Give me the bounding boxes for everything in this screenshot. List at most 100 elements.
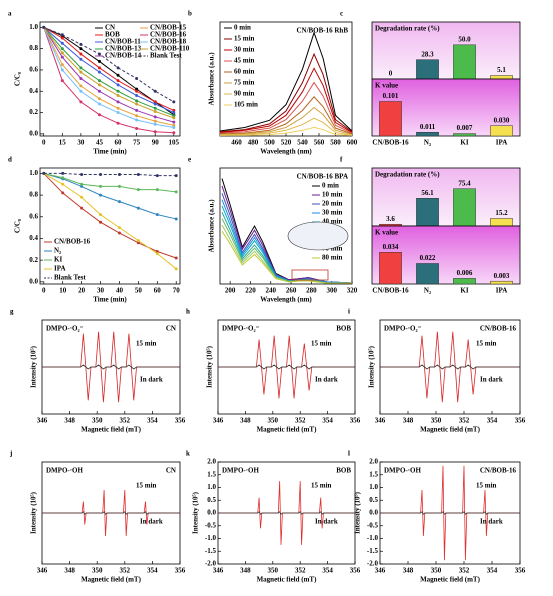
y-tick-label: -2.0: [367, 560, 379, 568]
bar: [416, 131, 439, 137]
plot-frame: [39, 21, 181, 137]
x-tick-label: 30: [77, 139, 85, 147]
x-tick-label: 352: [120, 417, 131, 425]
point: [172, 114, 176, 118]
point: [116, 106, 120, 110]
y-tick-label: 0.5: [369, 496, 378, 504]
point: [172, 108, 176, 112]
x-axis-label: Magnetic field (mT): [257, 576, 318, 584]
point: [136, 206, 140, 210]
legend-label: Blank Test: [54, 274, 86, 282]
x-tick-label: 70: [173, 287, 181, 295]
point: [60, 79, 64, 83]
legend-label: CN/BOB-110: [150, 45, 190, 53]
value-label: 50.0: [458, 35, 471, 43]
point: [42, 171, 46, 175]
panel-subtitle: CN/BOB-16: [480, 325, 517, 333]
y-tick-label: 0.6: [29, 212, 38, 220]
x-tick-label: 348: [403, 567, 414, 575]
x-tick-label: 350: [268, 417, 279, 425]
x-tick-label: N₂: [424, 139, 431, 147]
point: [155, 249, 159, 253]
y-tick-label: -1.5: [367, 547, 379, 555]
panel-title: DMPO-·O₂⁻: [384, 325, 422, 333]
value-label: 0.007: [457, 124, 473, 132]
point: [117, 231, 121, 235]
x-axis-label: Wavelength (nm): [260, 148, 312, 156]
y-axis-label: Intensity (10⁵): [354, 491, 362, 534]
bar: [490, 280, 513, 285]
y-tick-label: 0.0: [29, 277, 38, 285]
series-line: [219, 81, 353, 134]
point: [97, 79, 101, 83]
x-axis-label: Magnetic field (mT): [257, 426, 318, 434]
subpanel-background: [371, 21, 521, 80]
x-tick-label: 580: [330, 139, 341, 147]
series-line: [219, 117, 353, 136]
point: [117, 200, 121, 204]
legend-label: 0 min: [322, 182, 339, 190]
point: [99, 213, 103, 217]
point: [60, 68, 64, 72]
point: [99, 193, 103, 197]
legend-label: N₂: [54, 247, 61, 255]
panel-letter: e: [188, 156, 191, 164]
series-line: [43, 172, 177, 220]
point: [155, 213, 159, 217]
point: [153, 109, 157, 113]
series-line: [43, 172, 177, 270]
x-tick-label: 520: [281, 139, 292, 147]
point: [135, 94, 139, 98]
x-tick-label: 346: [37, 567, 48, 575]
x-tick-label: 280: [306, 287, 317, 295]
y-tick-label: 1.0: [207, 483, 216, 491]
y-axis-label: C/C₀: [14, 219, 22, 233]
point: [136, 188, 140, 192]
point: [172, 131, 176, 135]
x-tick-label: 346: [213, 567, 224, 575]
inset-outline: [287, 221, 349, 251]
point: [116, 79, 120, 83]
legend-label: 20 min: [322, 200, 343, 208]
y-tick-label: 0.5: [207, 496, 216, 504]
point: [172, 123, 176, 127]
x-axis-label: Wavelength (nm): [260, 296, 312, 304]
x-tick-label: 260: [286, 287, 297, 295]
x-tick-label: 480: [248, 139, 259, 147]
panel-letter: f: [340, 156, 343, 164]
series-line: [43, 27, 174, 128]
legend-label: 0 min: [234, 24, 251, 32]
series-line: [219, 52, 353, 133]
x-tick-label: 356: [515, 417, 526, 425]
panel-title: DMPO-·O₂⁻: [46, 325, 84, 333]
y-tick-label: 2.0: [207, 458, 216, 466]
legend-label: In dark: [480, 376, 503, 384]
x-tick-label: 356: [350, 567, 361, 575]
point: [153, 102, 157, 106]
point: [80, 195, 84, 199]
series-line: [43, 26, 175, 111]
point: [60, 63, 64, 67]
x-tick-label: 560: [314, 139, 325, 147]
y-tick-label: 0.2: [29, 108, 38, 116]
y-tick-label: 0.0: [29, 129, 38, 137]
series-line: [43, 172, 177, 177]
point: [155, 188, 159, 192]
y-axis-label: Intensity (10⁵): [206, 345, 214, 388]
y-axis-label: Intensity (10⁵): [368, 345, 376, 388]
x-tick-label: 220: [245, 287, 256, 295]
point: [79, 57, 83, 61]
x-tick-label: 354: [322, 567, 333, 575]
point: [116, 83, 120, 87]
point: [97, 113, 101, 117]
legend-label: 15 min: [136, 482, 157, 490]
x-tick-label: 15: [59, 139, 67, 147]
y-tick-label: -1.5: [205, 547, 217, 555]
x-tick-label: 356: [175, 567, 186, 575]
point: [174, 174, 178, 178]
point: [135, 102, 139, 106]
subpanel-caption: Degradation rate (%): [375, 25, 440, 33]
x-tick-label: IPA: [496, 287, 508, 295]
series-line: [218, 511, 355, 515]
x-tick-label: 354: [487, 417, 498, 425]
